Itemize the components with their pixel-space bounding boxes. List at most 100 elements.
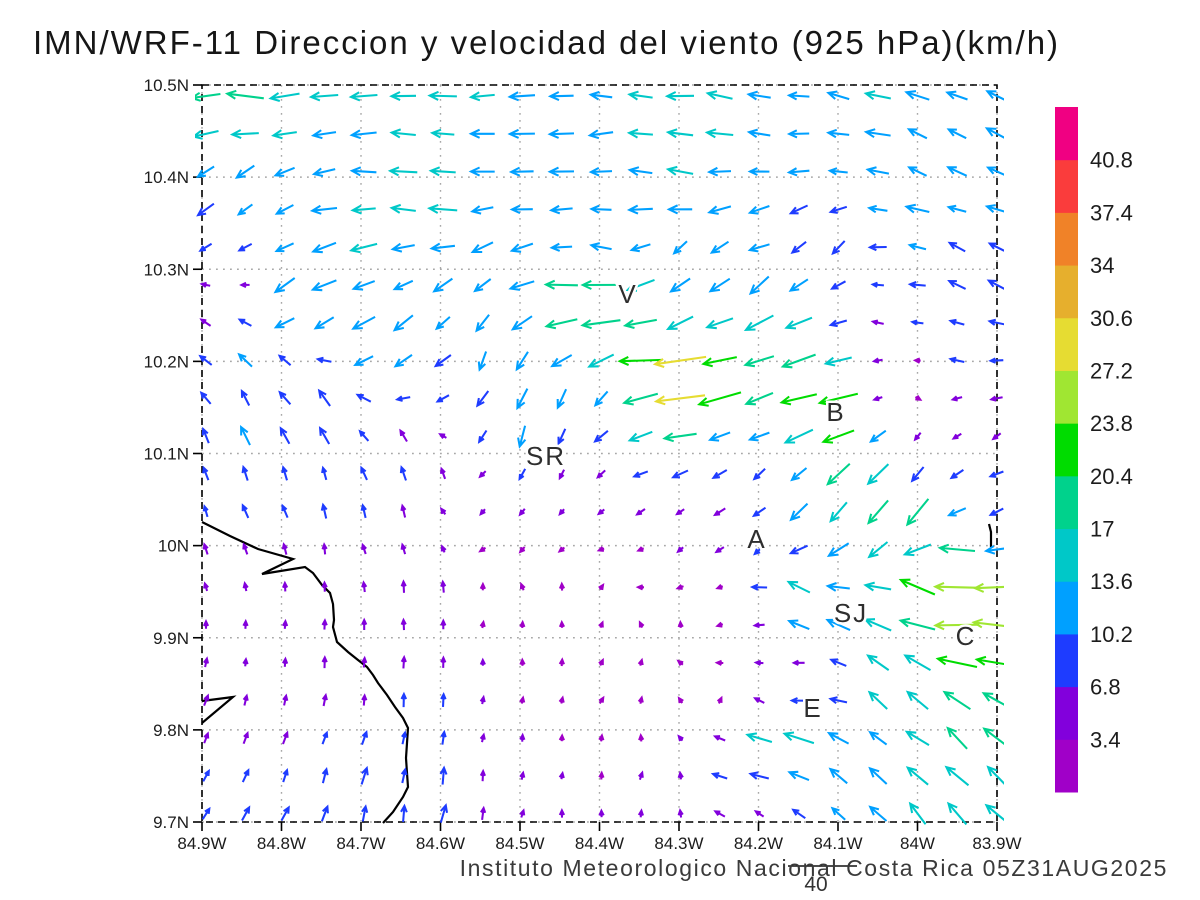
wind-arrow [202, 768, 210, 782]
wind-arrow [914, 395, 923, 401]
wind-arrow [827, 167, 848, 176]
wind-arrow [321, 465, 328, 481]
wind-arrow [400, 503, 407, 518]
wind-arrow [361, 655, 368, 668]
wind-arrow [241, 464, 249, 481]
wind-arrow [598, 657, 604, 666]
wind-arrow [981, 692, 1004, 706]
wind-arrow [636, 546, 645, 552]
wind-arrow [273, 277, 296, 294]
wind-arrow [234, 164, 255, 179]
wind-arrow [946, 204, 967, 213]
wind-arrow [867, 243, 887, 252]
wind-arrow [510, 315, 533, 331]
wind-arrow [400, 654, 407, 669]
wind-arrow [475, 314, 490, 333]
wind-arrow [948, 318, 965, 326]
wind-arrow [988, 470, 1004, 478]
wind-arrow [389, 91, 417, 102]
wind-arrow [479, 732, 486, 743]
wind-arrow [394, 395, 411, 402]
wind-arrow [321, 692, 328, 707]
wind-arrow [665, 128, 694, 139]
wind-arrow [907, 281, 926, 289]
wind-arrow [439, 765, 448, 785]
wind-arrow [713, 810, 726, 818]
wind-arrow [427, 90, 457, 101]
wind-arrow [946, 507, 967, 517]
wind-arrow [321, 618, 328, 630]
wind-arrow [707, 431, 731, 442]
wind-arrow [321, 766, 329, 784]
wind-arrow [361, 804, 369, 822]
wind-arrow [593, 390, 609, 407]
wind-arrow [751, 506, 767, 518]
wind-arrow [274, 242, 295, 253]
wind-arrow [786, 91, 810, 101]
wind-arrow [986, 765, 1004, 785]
wind-arrow [665, 165, 694, 176]
wind-arrow [427, 203, 458, 214]
wind-arrow [826, 90, 850, 101]
wind-arrow [671, 469, 689, 479]
wind-arrow [273, 317, 295, 329]
wind-arrow [828, 767, 848, 785]
wind-arrow [974, 655, 1004, 666]
colorbar-label: 40.8 [1090, 148, 1133, 173]
wind-arrow [558, 581, 566, 591]
city-label: V [618, 279, 637, 309]
wind-arrow [715, 621, 724, 628]
wind-arrow [242, 657, 249, 667]
wind-arrow [475, 390, 490, 408]
wind-arrow [944, 765, 970, 787]
coastline-path [201, 521, 410, 824]
wind-arrow [509, 204, 533, 215]
wind-arrow [622, 318, 657, 329]
wind-arrow [236, 203, 254, 216]
wind-arrow [321, 730, 329, 745]
wind-arrow [676, 546, 684, 554]
wind-arrow [677, 808, 684, 818]
wind-arrow [311, 241, 337, 254]
wind-arrow [706, 166, 732, 177]
colorbar-label: 34 [1090, 253, 1114, 278]
x-axis-tick-label: 84.2W [734, 834, 783, 853]
wind-arrow [780, 353, 816, 369]
wind-arrow [282, 730, 289, 745]
wind-arrow [666, 204, 693, 215]
wind-arrow [951, 432, 962, 440]
wind-arrow [635, 584, 645, 591]
wind-arrow [358, 429, 370, 442]
wind-arrow [903, 654, 932, 671]
wind-arrow [665, 315, 694, 330]
wind-arrow [549, 242, 573, 252]
wind-arrow [268, 92, 300, 102]
wind-arrow [984, 204, 1004, 213]
colorbar-label: 30.6 [1090, 306, 1133, 331]
city-label: C [956, 621, 977, 651]
wind-arrow [972, 582, 1004, 593]
city-label: SR [526, 441, 566, 471]
wind-arrow [950, 395, 963, 402]
wind-arrow [868, 730, 888, 746]
wind-arrow [547, 166, 575, 177]
wind-arrow [753, 810, 765, 818]
wind-arrow [677, 734, 684, 742]
wind-arrow [203, 656, 210, 668]
y-axis-tick-label: 10.4N [144, 168, 189, 187]
wind-arrow [519, 732, 526, 742]
wind-arrow [677, 619, 684, 628]
wind-arrow [519, 619, 526, 628]
wind-arrow [627, 430, 653, 443]
wind-arrow [202, 542, 209, 555]
wind-arrow [753, 659, 764, 666]
wind-arrow [518, 546, 526, 554]
wind-arrow [791, 808, 806, 820]
wind-arrow [985, 166, 1004, 176]
wind-arrow [468, 91, 495, 102]
wind-arrow [479, 508, 486, 517]
wind-arrow [393, 354, 413, 368]
wind-arrow [321, 655, 328, 669]
wind-arrow [558, 508, 565, 517]
wind-arrow [315, 356, 332, 364]
